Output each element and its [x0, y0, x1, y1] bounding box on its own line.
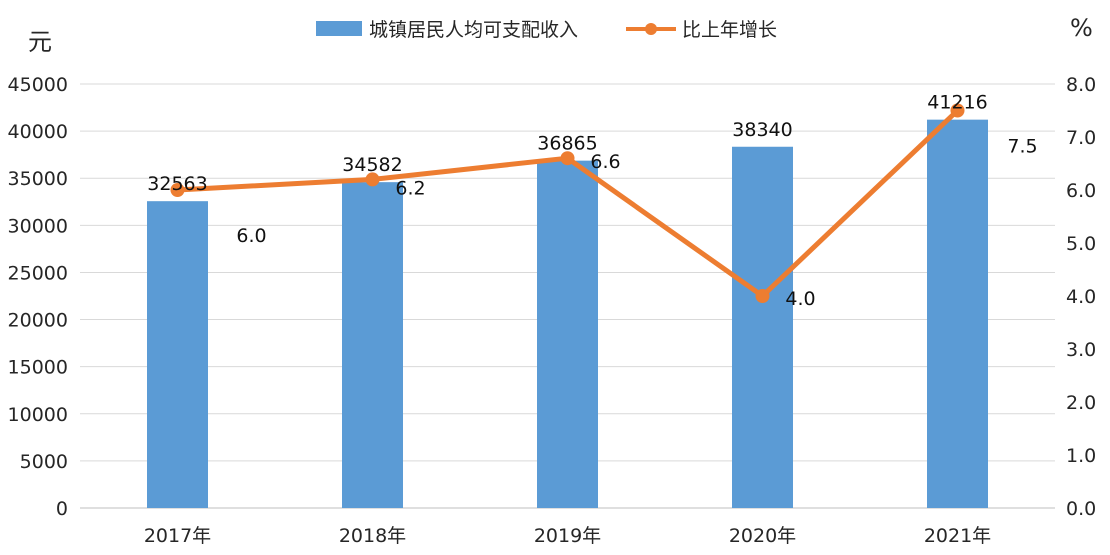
left-axis-unit: 元 [28, 28, 52, 56]
line-marker [170, 183, 185, 197]
x-axis-category-label: 2019年 [534, 525, 601, 547]
x-axis-category-label: 2017年 [144, 525, 211, 547]
bar-series [147, 119, 988, 508]
legend-swatch-bar [316, 21, 362, 36]
legend: 城镇居民人均可支配收入 比上年增长 [316, 19, 777, 41]
line-marker [950, 103, 965, 118]
legend-marker-line [645, 23, 657, 35]
line-series [170, 103, 965, 303]
bar-data-label: 38340 [732, 119, 792, 141]
right-axis-tick-label: 6.0 [1066, 180, 1096, 202]
line-data-label: 6.6 [590, 151, 620, 173]
line-marker [755, 289, 770, 303]
bar-data-label: 34582 [342, 154, 402, 176]
x-axis-category-label: 2021年 [924, 525, 991, 547]
line-data-label: 4.0 [785, 288, 815, 310]
bar [147, 201, 208, 508]
left-axis-tick-label: 5000 [20, 451, 68, 473]
left-axis-tick-label: 15000 [8, 357, 68, 379]
axes: 0 5000 10000 15000 20000 25000 30000 35000 40000… [8, 74, 1097, 547]
left-axis-tick-label: 35000 [8, 168, 68, 190]
bar-data-label: 32563 [147, 173, 207, 195]
bar [342, 182, 403, 508]
left-axis-tick-label: 40000 [8, 121, 68, 143]
right-axis-tick-label: 1.0 [1066, 445, 1096, 467]
x-axis-category-label: 2018年 [339, 525, 406, 547]
line-data-label: 6.0 [236, 225, 266, 247]
legend-label-bar: 城镇居民人均可支配收入 [369, 19, 578, 41]
right-axis-tick-label: 0.0 [1066, 498, 1096, 520]
bar [537, 160, 598, 508]
left-axis-tick-label: 0 [56, 498, 68, 520]
right-axis-tick-label: 5.0 [1066, 233, 1096, 255]
bar-data-label: 36865 [537, 133, 597, 155]
left-axis-tick-label: 25000 [8, 262, 68, 284]
right-axis-tick-label: 2.0 [1066, 392, 1096, 414]
line-marker [560, 151, 575, 166]
bar [732, 146, 793, 508]
right-axis-tick-label: 7.0 [1066, 127, 1096, 149]
data-labels: 32563 34582 36865 38340 41216 6.0 6.2 6.6 4.0 7.5 [147, 92, 1037, 310]
legend-label-line: 比上年增长 [682, 19, 777, 41]
bar-data-label: 41216 [927, 92, 987, 114]
left-axis-tick-label: 10000 [8, 404, 68, 426]
right-axis-unit: % [1070, 14, 1093, 42]
line-data-label: 6.2 [395, 177, 425, 199]
left-axis-tick-label: 20000 [8, 310, 68, 332]
x-axis-category-label: 2020年 [729, 525, 796, 547]
left-axis-tick-label: 45000 [8, 74, 68, 96]
line-marker [365, 172, 380, 187]
right-axis-tick-label: 3.0 [1066, 339, 1096, 361]
right-axis-tick-label: 8.0 [1066, 74, 1096, 96]
right-axis-tick-label: 4.0 [1066, 286, 1096, 308]
left-axis-tick-label: 30000 [8, 215, 68, 237]
bar [927, 119, 988, 508]
line-data-label: 7.5 [1007, 136, 1037, 158]
